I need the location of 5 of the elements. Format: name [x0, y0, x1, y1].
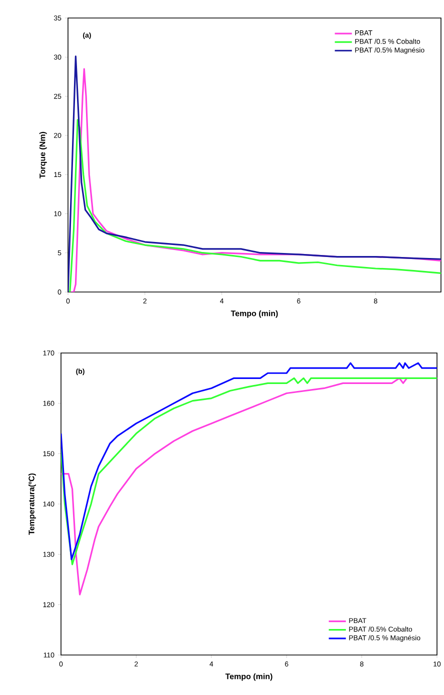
- y-axis-title: Temperatura(ºC): [28, 473, 36, 535]
- line-series: [68, 118, 441, 292]
- x-axis-title: Tempo (min): [230, 310, 278, 318]
- y-axis-title: Torque (Nm): [39, 132, 47, 178]
- x-axis-title: Tempo (min): [225, 673, 272, 681]
